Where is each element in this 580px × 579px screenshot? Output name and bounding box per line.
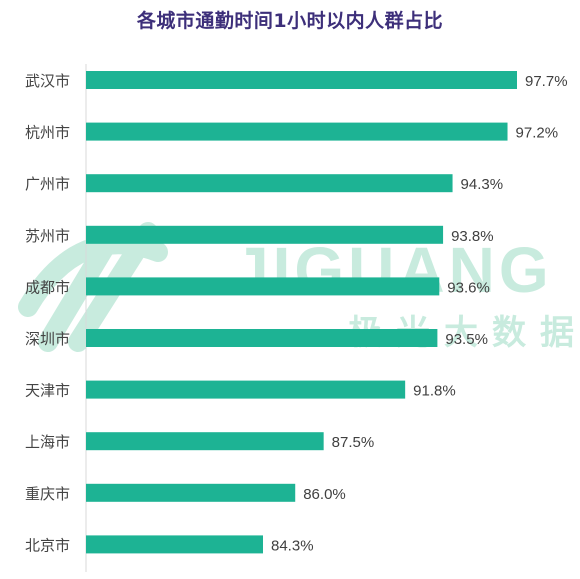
value-label: 84.3% [271, 537, 314, 554]
category-label: 广州市 [25, 175, 70, 193]
value-label: 86.0% [303, 486, 346, 503]
value-label: 97.2% [516, 125, 559, 142]
category-label: 苏州市 [25, 227, 70, 245]
bar [86, 432, 324, 451]
bar [86, 174, 453, 193]
value-label: 93.5% [445, 331, 488, 348]
bar [86, 71, 517, 89]
value-label: 93.8% [451, 228, 494, 245]
category-label: 天津市 [25, 382, 70, 400]
category-label: 上海市 [25, 433, 70, 451]
category-label: 武汉市 [25, 72, 70, 90]
category-label: 深圳市 [25, 330, 70, 348]
value-label: 97.7% [525, 73, 568, 90]
value-label: 87.5% [332, 434, 375, 451]
bar [86, 329, 438, 347]
value-label: 93.6% [447, 279, 490, 296]
bar [86, 535, 263, 554]
bar [86, 380, 406, 399]
bars-group: 武汉市 97.7% 杭州市 97.2% 广州市 94.3% 苏州市 93.8% 成都市 93.6%… [25, 71, 568, 554]
chart-title: 各城市通勤时间1小时以内人群占比 [136, 10, 444, 32]
bar [86, 225, 444, 244]
value-label: 94.3% [461, 176, 504, 193]
category-label: 重庆市 [25, 485, 70, 503]
value-label: 91.8% [413, 383, 456, 400]
category-label: 成都市 [25, 278, 70, 296]
bar [86, 277, 440, 296]
bar [86, 122, 508, 141]
category-label: 北京市 [25, 536, 70, 554]
bar [86, 483, 296, 502]
category-label: 杭州市 [25, 124, 70, 142]
